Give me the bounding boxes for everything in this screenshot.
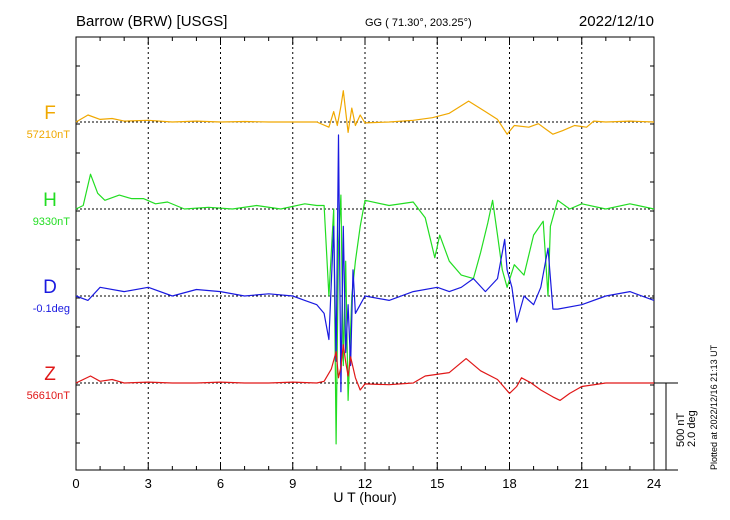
series-line-h — [75, 173, 655, 445]
grid-lines — [147, 37, 583, 470]
series-group — [75, 90, 655, 445]
plotted-timestamp: Plotted at 2022/12/16 21:13 UT — [709, 344, 719, 470]
axis-ticks — [75, 37, 655, 470]
series-line-z — [75, 344, 654, 401]
x-tick-label: 12 — [358, 476, 372, 491]
series-baseline-label-d: -0.1deg — [33, 303, 70, 315]
series-line-f — [75, 90, 655, 135]
x-axis-label: U T (hour) — [333, 489, 396, 505]
plot-date: 2022/12/10 — [579, 13, 654, 30]
series-baseline-label-f: 57210nT — [27, 129, 71, 141]
scale-bar-nt: 500 nT — [675, 412, 687, 447]
x-tick-labels: 0 3 6 9 12 15 18 21 24 — [72, 476, 661, 491]
series-name-z: Z — [44, 364, 56, 385]
series-name-d: D — [43, 277, 57, 298]
series-baseline-label-z: 56610nT — [27, 390, 71, 402]
series-baseline-label-h: 9330nT — [33, 216, 71, 228]
x-tick-label: 9 — [289, 476, 296, 491]
series-line-d — [75, 134, 655, 393]
x-tick-label: 21 — [575, 476, 589, 491]
series-name-f: F — [44, 103, 56, 124]
scale-bar: 500 nT 2.0 deg — [654, 382, 698, 471]
x-tick-label: 15 — [430, 476, 444, 491]
station-title: Barrow (BRW) [USGS] — [76, 13, 227, 30]
series-labels: F 57210nT H 9330nT D -0.1deg Z 56610nT — [27, 103, 71, 402]
x-tick-label: 18 — [502, 476, 516, 491]
x-tick-label: 6 — [217, 476, 224, 491]
scale-bar-deg: 2.0 deg — [686, 410, 698, 447]
station-coords: GG ( 71.30°, 203.25°) — [365, 17, 472, 29]
series-name-h: H — [43, 190, 57, 211]
x-tick-label: 3 — [145, 476, 152, 491]
x-tick-label: 24 — [647, 476, 661, 491]
x-tick-label: 0 — [72, 476, 79, 491]
